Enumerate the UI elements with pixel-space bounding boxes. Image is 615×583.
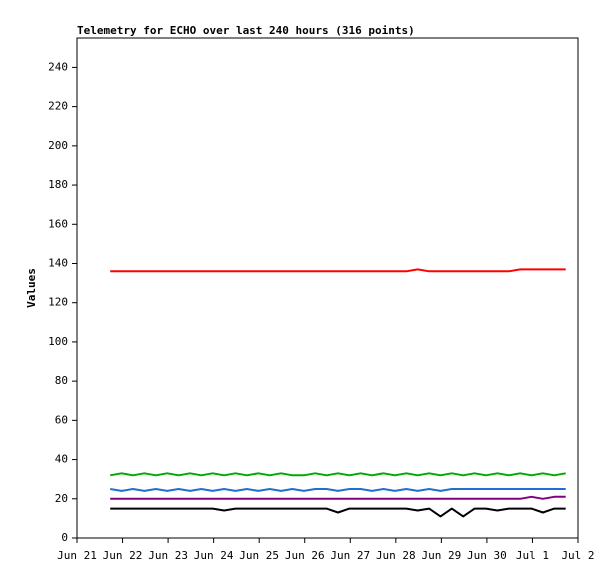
- x-tick-label: Jun 26: [285, 549, 325, 562]
- x-tick-label: Jun 30: [467, 549, 507, 562]
- x-tick-label: Jun 27: [330, 549, 370, 562]
- x-tick-label: Jun 23: [148, 549, 188, 562]
- y-tick-label: 140: [48, 256, 68, 269]
- y-tick-label: 60: [55, 413, 68, 426]
- y-tick-label: 20: [55, 492, 68, 505]
- x-tick-label: Jul 2: [561, 549, 594, 562]
- y-tick-label: 80: [55, 374, 68, 387]
- x-tick-label: Jun 21: [57, 549, 97, 562]
- plot-frame: [76, 37, 579, 539]
- x-tick-label: Jun 28: [376, 549, 416, 562]
- x-tick-label: Jul 1: [516, 549, 549, 562]
- x-tick-label: Jun 22: [103, 549, 143, 562]
- y-tick-label: 0: [61, 531, 68, 544]
- series-line: [110, 507, 566, 518]
- y-tick-label: 200: [48, 139, 68, 152]
- chart-title: Telemetry for ECHO over last 240 hours (…: [77, 24, 415, 37]
- y-tick-label: 100: [48, 335, 68, 348]
- series-line: [110, 495, 566, 500]
- y-tick-label: 160: [48, 217, 68, 230]
- y-tick-label: 220: [48, 100, 68, 113]
- y-tick-label: 240: [48, 60, 68, 73]
- x-tick-label: Jun 25: [239, 549, 279, 562]
- y-tick-label: 180: [48, 178, 68, 191]
- series-line: [110, 488, 566, 492]
- x-tick-label: Jun 24: [194, 549, 234, 562]
- y-tick-label: 120: [48, 296, 68, 309]
- x-tick-label: Jun 29: [421, 549, 461, 562]
- y-axis-label: Values: [25, 268, 38, 308]
- series-line: [110, 268, 566, 273]
- y-tick-label: 40: [55, 453, 68, 466]
- series-line: [110, 472, 566, 477]
